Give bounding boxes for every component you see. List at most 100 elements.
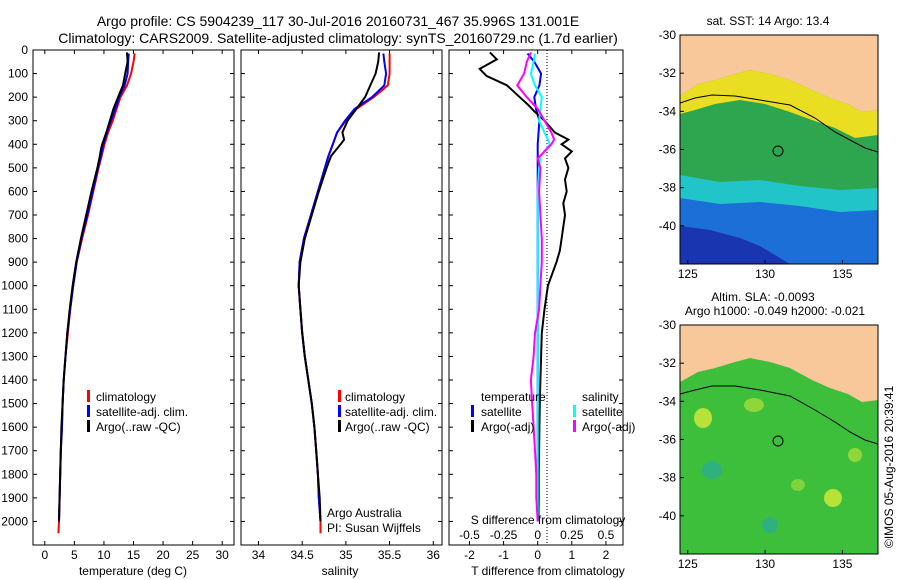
s-tick-label: 0.25 [560,528,584,542]
legend-swatch-t-argo [471,420,474,432]
legend-label-s-satellite: satellite [582,405,623,419]
sla-map-title-line2: Argo h1000: -0.049 h2000: -0.021 [685,304,865,318]
depth-tick-label: 1900 [1,491,28,505]
depth-tick-label: 1300 [1,349,28,363]
sla-map-title-line1: Altim. SLA: -0.0093 [711,290,815,304]
x-tick-label: 10 [97,548,111,562]
map-y-tick-label: -30 [659,28,677,42]
sst-map-title: sat. SST: 14 Argo: 13.4 [707,14,830,28]
s-tick-label: -0.25 [490,528,518,542]
legend-swatch-satellite [338,405,341,417]
sla-anomaly-blob [744,398,764,412]
annotation-institution: Argo Australia [327,506,402,520]
series-line-argo-raw-qc- [297,52,381,522]
map-y-tick-label: -36 [659,143,677,157]
legend-title-salinity: salinity [582,390,619,404]
legend-label-argo: Argo(..raw -QC) [345,420,430,434]
legend-swatch-argo [87,420,90,432]
depth-tick-label: 100 [8,67,28,81]
series-line-satellite-adj-clim- [297,53,388,522]
sla-anomaly-blob [702,461,722,479]
temperature-x-axis: 0 5 10 15 20 25 30 [41,50,229,562]
map-x-tick-label: 135 [832,557,852,571]
difference-axes [448,49,624,546]
series-line-climatology [297,53,391,534]
depth-tick-label: 1200 [1,326,28,340]
legend-swatch-climatology [87,390,90,402]
x-tick-label: 0 [534,548,541,562]
sla-anomaly-blob [791,479,805,491]
x-tick-label: 20 [156,548,170,562]
salinity-series [297,52,391,534]
x-tick-label: 1 [568,548,575,562]
map-x-tick-label: 135 [832,267,852,281]
depth-tick-label: 700 [8,208,28,222]
difference-top-xlabel: S difference from climatology [471,513,626,527]
depth-tick-label: 1100 [2,302,28,316]
s-tick-label: 0 [534,528,541,542]
sla-float-marker [772,435,784,447]
sst-contour [680,94,878,153]
x-tick-label: 25 [186,548,200,562]
figure-title-line2: Climatology: CARS2009. Satellite-adjuste… [58,30,618,46]
map-y-tick-label: -32 [659,356,677,370]
depth-tick-label: 1600 [1,420,28,434]
map-y-tick-label: -34 [659,104,677,118]
depth-tick-label: 900 [8,255,28,269]
s-tick-label: 0.5 [598,528,615,542]
legend-label-argo: Argo(..raw -QC) [96,420,181,434]
depth-tick-label: 600 [8,184,28,198]
series-line-climatology [57,53,136,534]
x-tick-label: 35.5 [378,548,402,562]
difference-xlabel: T difference from climatology [471,564,625,578]
depth-tick-label: 200 [8,90,28,104]
legend-label-climatology: climatology [96,390,156,404]
figure-title-line1: Argo profile: CS 5904239_117 30-Jul-2016… [97,13,579,29]
sst-float-marker [772,145,784,157]
x-tick-label: -2 [464,548,475,562]
difference-x-axis: -2 -1 0 1 2 -0.5 -0.25 0 0.25 0.5 [459,50,615,562]
map-y-tick-label: -38 [659,181,677,195]
series-line-t-argo-adj- [478,51,574,522]
depth-tick-label: 1800 [1,467,28,481]
depth-tick-label: 0 [21,43,28,57]
map-y-tick-label: -36 [659,433,677,447]
x-tick-label: 5 [71,548,78,562]
x-tick-label: -1 [498,548,509,562]
map-y-tick-label: -38 [659,471,677,485]
legend-swatch-climatology [338,390,341,402]
map-x-tick-label: 130 [755,557,775,571]
salinity-xlabel: salinity [322,564,359,578]
x-tick-label: 34 [252,548,266,562]
annotation-pi: PI: Susan Wijffels [327,521,421,535]
legend-swatch-s-argo [573,420,576,432]
legend-label-t-argo: Argo(-adj) [481,420,534,434]
legend-swatch-argo [338,420,341,432]
footer-credit: ©IMOS 05-Aug-2016 20:39:41 [882,385,896,548]
series-line-argo-raw-qc- [58,52,129,522]
sla-map-axes: 125 130 135 -30 -32 -34 -36 -38 -40 [659,318,853,571]
legend-title-temperature: temperature [481,390,546,404]
sla-anomaly-blob [848,448,862,462]
legend-label-satellite: satellite-adj. clim. [96,405,188,419]
temperature-legend: climatology satellite-adj. clim. Argo(..… [87,390,188,434]
depth-tick-label: 500 [8,161,28,175]
x-tick-label: 15 [127,548,141,562]
depth-tick-label: 1400 [1,373,28,387]
sst-cold-region [680,226,790,264]
depth-tick-label: 2000 [1,514,28,528]
series-line-satellite-adj-clim- [58,53,130,522]
depth-tick-label: 300 [8,114,28,128]
map-y-tick-label: -34 [659,394,677,408]
temperature-xlabel: temperature (deg C) [79,564,187,578]
legend-label-climatology: climatology [345,390,405,404]
x-tick-label: 34.5 [290,548,314,562]
depth-tick-label: 400 [8,137,28,151]
map-x-tick-label: 125 [678,267,698,281]
legend-label-s-argo: Argo(-adj) [582,420,635,434]
series-line-s-satellite [529,53,552,522]
depth-tick-label: 1500 [1,397,28,411]
sla-anomaly-blob [762,517,778,533]
x-tick-label: 0 [41,548,48,562]
sla-anomaly-blob [694,408,712,428]
